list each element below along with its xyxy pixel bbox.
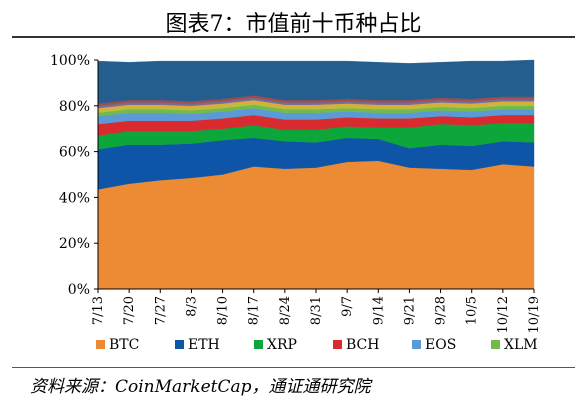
chart-title: 图表7：市值前十币种占比: [165, 12, 422, 37]
axes-group: 0% 20% 40% 60% 80% 100% 7/13 7/20 7/27 8/3 8/10 8/1…: [50, 53, 542, 333]
y-tick-label: 0%: [68, 282, 90, 298]
area-series-group: [97, 59, 535, 290]
legend-label-btc: BTC: [109, 337, 139, 353]
x-tick-label: 8/3: [184, 296, 199, 317]
y-tick-label: 80%: [59, 99, 90, 115]
x-tick-label: 8/10: [216, 296, 231, 325]
x-tick-label: 7/27: [153, 296, 168, 325]
legend-swatch-btc: [96, 340, 105, 349]
legend-swatch-eth: [175, 340, 184, 349]
source-divider: [12, 367, 575, 368]
title-divider: [12, 36, 575, 38]
legend-label-xlm: XLM: [504, 337, 538, 353]
x-tick-label: 10/12: [496, 296, 511, 333]
area-other-10: [97, 59, 535, 104]
legend-swatch-eos: [412, 340, 421, 349]
legend-swatch-xrp: [254, 340, 263, 349]
legend: BTC ETH XRP BCH EOS XLM: [96, 337, 538, 353]
y-tick-label: 100%: [50, 53, 90, 69]
legend-label-xrp: XRP: [267, 337, 297, 353]
legend-label-eos: EOS: [425, 337, 456, 353]
source-note: 资料来源：CoinMarketCap，通证通研究院: [30, 377, 371, 397]
x-tick-label: 9/14: [371, 296, 386, 325]
x-tick-label: 9/28: [434, 296, 449, 325]
legend-label-bch: BCH: [346, 337, 379, 353]
x-tick-label: 10/19: [527, 296, 542, 333]
x-tick-label: 7/20: [122, 296, 137, 325]
x-tick-label: 9/21: [402, 296, 417, 325]
legend-swatch-bch: [333, 340, 342, 349]
x-tick-label: 8/17: [247, 296, 262, 325]
x-tick-label: 8/24: [278, 296, 293, 325]
y-tick-label: 60%: [59, 145, 90, 161]
y-tick-label: 40%: [59, 190, 90, 206]
x-tick-label: 10/5: [465, 296, 480, 325]
legend-label-eth: ETH: [188, 337, 220, 353]
y-tick-label: 20%: [59, 236, 90, 252]
legend-swatch-xlm: [491, 340, 500, 349]
stacked-area-chart: 0% 20% 40% 60% 80% 100% 7/13 7/20 7/27 8/3 8/10 8/1…: [50, 53, 542, 353]
x-tick-label: 9/7: [340, 296, 355, 317]
x-tick-label: 7/13: [91, 296, 106, 325]
x-tick-label: 8/31: [309, 296, 324, 325]
